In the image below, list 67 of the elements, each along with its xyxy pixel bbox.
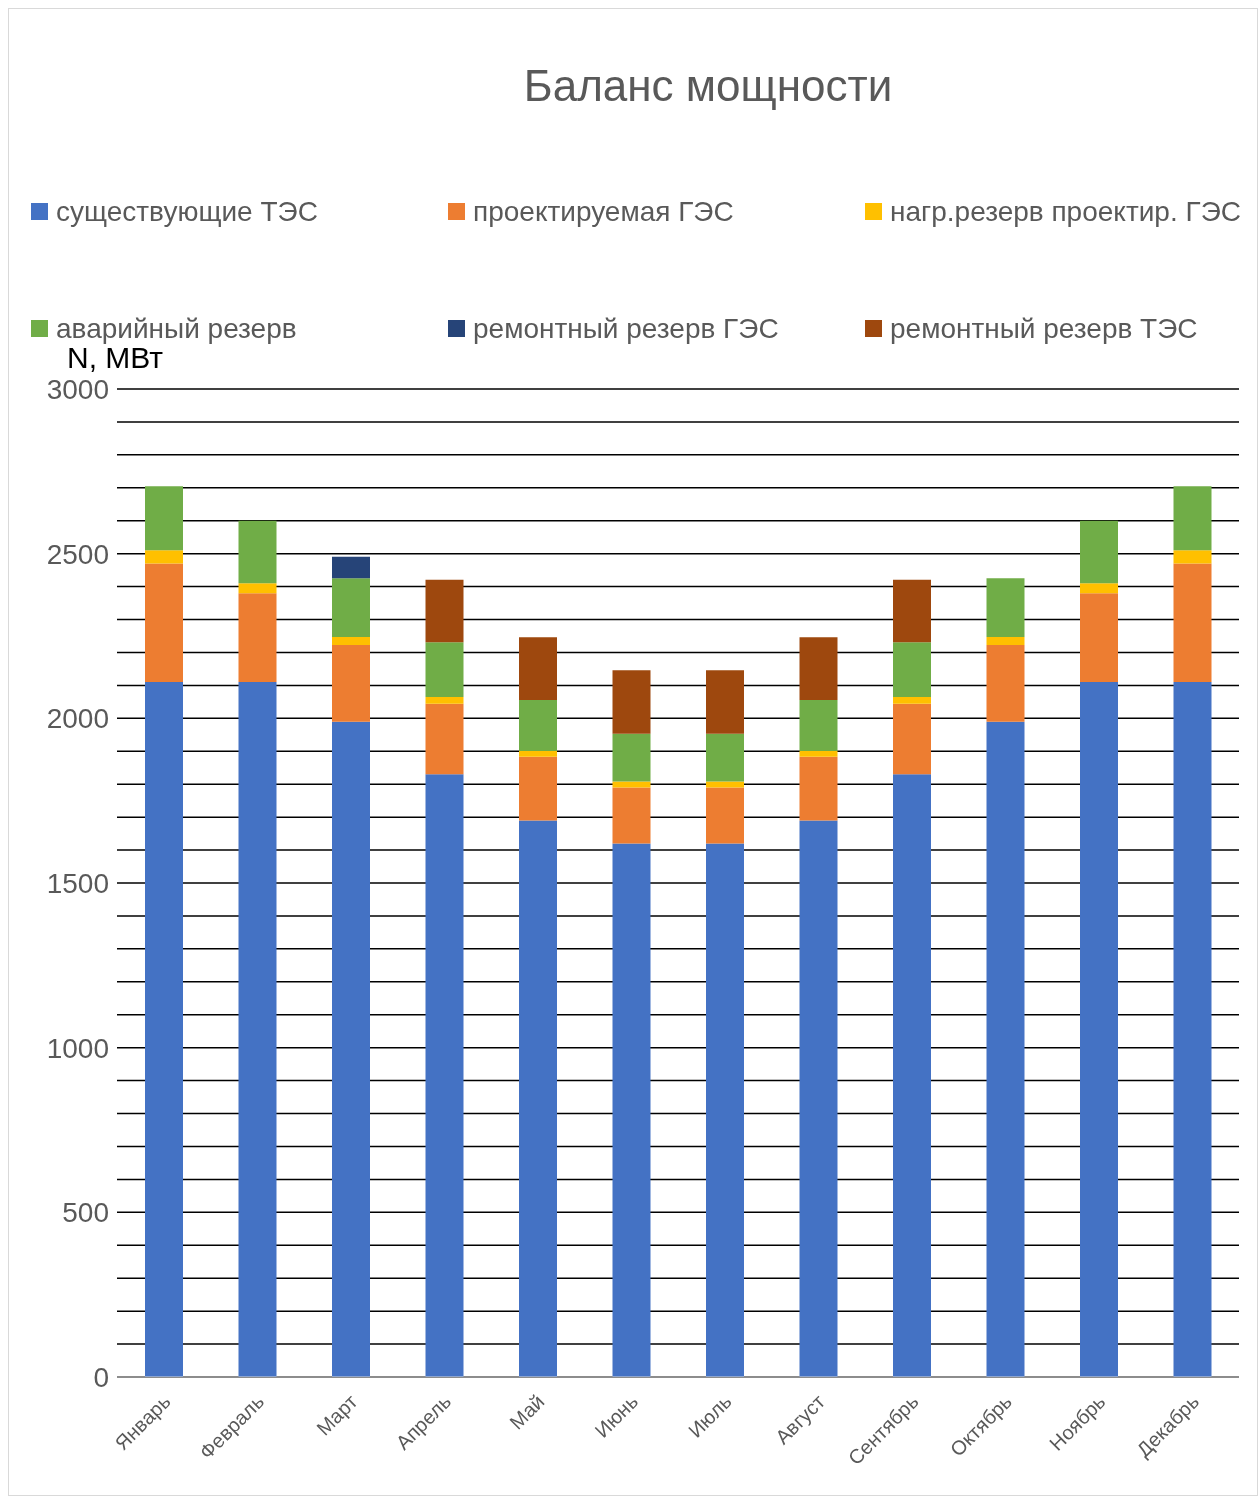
- bar: [238, 520, 277, 584]
- bar: [986, 644, 1025, 722]
- bar: [238, 593, 277, 683]
- bar: [612, 843, 651, 1377]
- bar: [706, 843, 744, 1377]
- bar: [612, 670, 651, 734]
- bar: [706, 670, 744, 734]
- legend-label: ремонтный резерв ТЭС: [889, 311, 1199, 346]
- bar: [799, 699, 838, 751]
- bar: [893, 579, 931, 643]
- y-tick-label: 2500: [46, 538, 109, 570]
- bar: [612, 733, 651, 782]
- bar: [145, 682, 183, 1377]
- bar: [1080, 583, 1118, 594]
- bar: [425, 703, 464, 775]
- bar: [986, 578, 1025, 637]
- bar: [425, 579, 464, 643]
- bar: [332, 644, 370, 722]
- bar: [893, 642, 931, 697]
- bar: [986, 636, 1025, 645]
- bar: [519, 750, 557, 757]
- bar: [145, 486, 183, 551]
- bar: [519, 637, 557, 700]
- bar: [332, 578, 370, 637]
- bar: [332, 556, 370, 579]
- y-tick-label: 1500: [46, 867, 109, 899]
- y-tick-label: 500: [62, 1197, 109, 1229]
- bar: [1080, 682, 1118, 1377]
- bar: [1173, 486, 1212, 551]
- bar: [519, 699, 557, 751]
- bar: [893, 696, 931, 704]
- bar: [1173, 682, 1212, 1377]
- y-tick-label: 2000: [46, 703, 109, 735]
- legend-label: аварийный резерв: [55, 311, 298, 346]
- chart-title: Баланс мощности: [522, 60, 894, 112]
- bar: [706, 787, 744, 844]
- bar: [612, 787, 651, 844]
- bar: [1173, 550, 1212, 564]
- bar: [799, 637, 838, 700]
- bar: [332, 721, 370, 1377]
- bar: [145, 563, 183, 683]
- legend-label: проектируемая ГЭС: [472, 194, 735, 229]
- bar: [519, 820, 557, 1377]
- bar: [1080, 593, 1118, 683]
- y-tick-label: 1000: [46, 1032, 109, 1064]
- bar: [332, 636, 370, 645]
- bar: [145, 550, 183, 564]
- legend-label: нагр.резерв проектир. ГЭС: [889, 194, 1242, 229]
- bar: [519, 756, 557, 821]
- bar: [986, 721, 1025, 1377]
- bar: [425, 642, 464, 697]
- y-tick-label: 3000: [46, 373, 109, 405]
- bar: [893, 703, 931, 775]
- bar: [799, 820, 838, 1377]
- legend-label: существующие ТЭС: [55, 194, 319, 229]
- bar: [238, 682, 277, 1377]
- bar: [706, 733, 744, 782]
- bar: [1173, 563, 1212, 683]
- bar: [1080, 520, 1118, 584]
- y-tick-label: 0: [93, 1361, 109, 1393]
- bar: [893, 774, 931, 1377]
- bar: [238, 583, 277, 594]
- bar: [425, 774, 464, 1377]
- bar: [799, 756, 838, 821]
- bar: [425, 696, 464, 704]
- bar: [799, 750, 838, 757]
- legend-label: ремонтный резерв ГЭС: [472, 311, 780, 346]
